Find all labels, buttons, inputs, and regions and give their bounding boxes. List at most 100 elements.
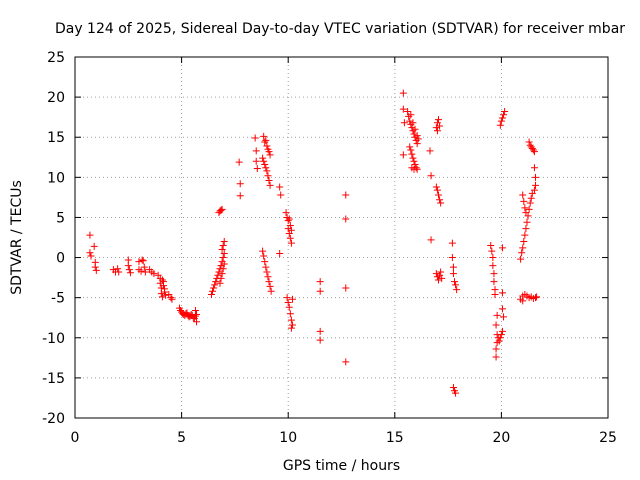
data-point-marker [517,255,525,263]
data-point-marker [492,321,500,329]
data-point-marker [260,252,268,260]
data-point-marker [406,143,414,151]
data-point-marker [285,215,293,223]
data-point-marker [263,142,271,150]
data-point-marker [411,160,419,168]
data-point-marker [276,250,284,258]
data-point-marker [399,151,407,159]
data-point-marker [498,327,506,335]
data-point-marker [137,267,145,275]
data-point-marker [496,334,504,342]
data-point-marker [86,231,94,239]
data-point-marker [501,108,509,116]
data-point-marker [404,108,412,116]
data-point-marker [490,270,498,278]
data-point-marker [433,127,441,135]
data-point-marker [157,290,165,298]
data-point-marker [520,238,528,246]
data-point-marker [435,191,443,199]
data-point-marker [236,192,244,200]
data-point-marker [413,140,421,148]
data-point-marker [282,209,290,217]
data-point-marker [491,290,499,298]
data-point-marker [450,278,458,286]
data-point-marker [533,293,541,301]
data-point-marker [286,234,294,242]
data-point-marker [497,117,505,125]
data-point-marker [266,181,274,189]
data-point-marker [284,298,292,306]
data-point-marker [261,138,269,146]
data-point-marker [210,284,218,292]
data-point-marker [141,268,149,276]
data-point-marker [265,278,273,286]
data-point-marker [525,138,533,146]
data-point-marker [261,160,269,168]
data-point-marker [530,148,538,156]
data-point-marker [262,136,270,144]
data-point-marker [167,294,175,302]
data-point-marker [500,313,508,321]
data-point-marker [437,199,445,207]
data-point-marker [261,258,269,266]
x-axis-label: GPS time / hours [283,458,400,474]
data-point-marker [449,270,457,278]
data-point-marker [276,183,284,191]
data-point-marker [519,191,527,199]
y-tick-label: 5 [56,210,65,226]
data-point-marker [126,269,134,277]
data-point-marker [217,274,225,282]
data-point-marker [114,265,122,273]
data-point-marker [263,268,271,276]
data-point-marker [448,254,456,262]
data-point-marker [218,246,226,254]
x-tick-label: 5 [177,430,186,446]
data-point-marker [487,242,495,250]
data-point-marker [316,287,324,295]
data-point-marker [521,231,529,239]
data-point-marker [135,258,143,266]
data-point-marker [139,257,147,265]
data-point-marker [493,311,501,319]
data-point-marker [492,353,500,361]
data-point-marker [408,150,416,158]
data-point-marker [399,105,407,113]
data-point-marker [87,252,95,260]
data-point-marker [449,263,457,271]
data-point-marker [426,147,434,155]
data-point-marker [138,256,146,264]
data-point-marker [527,194,535,202]
axis-ticks: 0 5 10 15 20 25 -20 -15 -10 -5 0 5 10 15 20 25 [42,50,617,446]
data-point-marker [342,191,350,199]
data-point-marker [262,263,270,271]
y-tick-label: 10 [47,170,65,186]
data-point-marker [409,119,417,127]
data-point-marker [432,183,440,191]
data-point-marker [519,244,527,252]
data-point-marker [218,205,226,213]
data-point-marker [436,122,444,130]
data-point-marker [218,270,226,278]
data-point-marker [407,146,415,154]
data-point-marker [207,290,215,298]
data-point-marker [235,158,243,166]
data-point-marker [162,291,170,299]
data-point-marker [523,218,531,226]
data-point-marker [532,173,540,181]
data-point-marker [285,303,293,311]
data-point-marker [193,311,201,319]
x-tick-label: 15 [386,430,404,446]
data-point-marker [287,226,295,234]
data-point-marker [220,250,228,258]
data-point-marker [266,282,274,290]
data-point-marker [500,111,508,119]
data-point-marker [410,165,418,173]
data-point-marker [427,236,435,244]
data-point-marker [411,125,419,133]
data-point-marker [522,225,530,233]
data-point-marker [168,295,176,303]
data-point-marker [436,196,444,204]
data-point-marker [452,281,460,289]
data-point-marker [407,111,415,119]
data-point-marker [498,244,506,252]
